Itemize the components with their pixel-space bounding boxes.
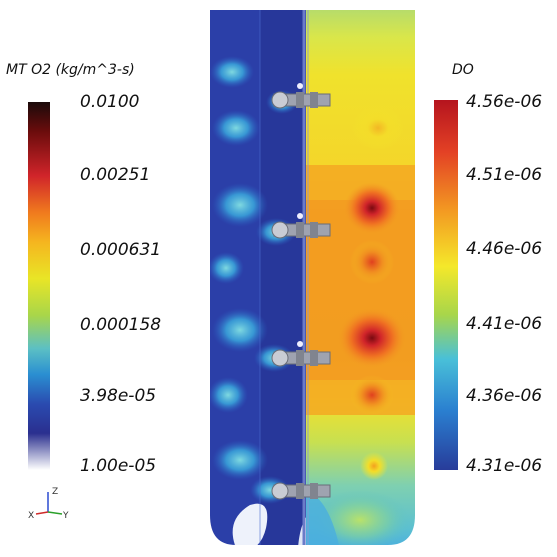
right-color-bar	[434, 100, 458, 470]
right-legend-title: DO	[452, 62, 474, 78]
left-tick-2: 0.000631	[80, 240, 162, 260]
right-tick-1: 4.51e-06	[466, 165, 543, 185]
left-legend-title: MT O2 (kg/m^3-s)	[6, 62, 135, 78]
left-tick-1: 0.00251	[80, 165, 151, 185]
aerator-3	[271, 341, 331, 367]
aerator-2	[271, 213, 331, 239]
left-tick-4: 3.98e-05	[80, 386, 157, 406]
right-tick-2: 4.46e-06	[466, 239, 543, 259]
left-color-bar	[28, 102, 50, 470]
axis-x-label: X	[28, 511, 34, 521]
right-tick-4: 4.36e-06	[466, 386, 543, 406]
aerator-4	[271, 482, 331, 500]
right-tick-0: 4.56e-06	[466, 92, 543, 112]
right-tick-3: 4.41e-06	[466, 314, 543, 334]
axis-triad: Z X Y	[28, 487, 69, 521]
axis-y-label: Y	[62, 511, 69, 521]
aerator-1	[271, 83, 331, 109]
left-tick-3: 0.000158	[80, 315, 162, 335]
left-tick-0: 0.0100	[80, 92, 140, 112]
axis-z-label: Z	[52, 487, 58, 497]
left-tick-5: 1.00e-05	[80, 456, 157, 476]
right-tick-5: 4.31e-06	[466, 456, 543, 476]
